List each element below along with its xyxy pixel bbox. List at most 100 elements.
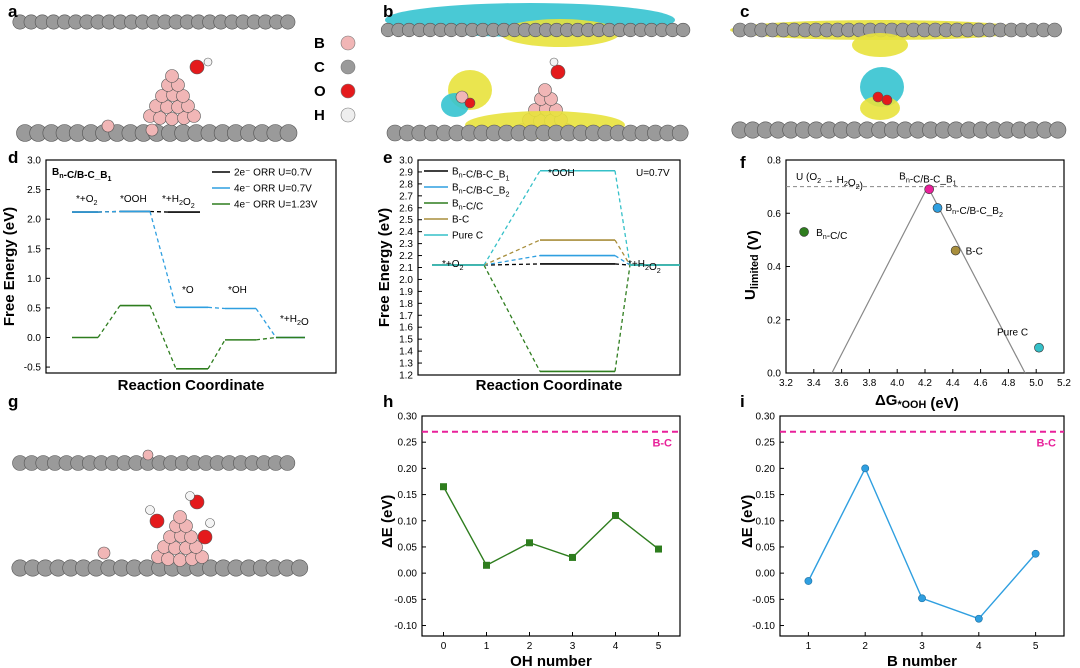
y-axis-title: Ulimited (V) [742, 230, 762, 300]
y-tick-label: 0.8 [767, 156, 781, 167]
data-point [655, 545, 662, 553]
y-tick-label: -0.05 [752, 595, 775, 606]
legend-label-b: B [314, 35, 325, 52]
y-axis-title: ΔE (eV) [739, 495, 756, 548]
y-tick-label: -0.10 [394, 621, 417, 632]
y-tick-label: 0.0 [27, 333, 41, 344]
legend-swatch-c [340, 59, 356, 75]
y-tick-label: 0.25 [398, 438, 418, 449]
state-label: *+H2O [280, 314, 309, 328]
boron-atom [153, 111, 167, 125]
y-tick-label: 2.4 [399, 227, 413, 238]
panel-label-e: e [383, 148, 392, 167]
x-tick-label: 4.0 [890, 378, 904, 389]
y-tick-label: -0.5 [24, 363, 42, 374]
data-point [799, 227, 809, 237]
boron-atom [173, 553, 187, 567]
data-point [804, 577, 813, 585]
graphene-atom [1047, 22, 1062, 38]
legend-label: Bn-C/C [452, 199, 483, 213]
x-tick-label: 3 [570, 641, 576, 652]
state-label: *+H2O2 [162, 194, 195, 210]
y-tick-label: 0.5 [27, 303, 41, 314]
x-axis-title: B number [887, 653, 957, 668]
series-line [442, 486, 659, 567]
x-axis-title: ΔG*OOH (eV) [875, 392, 959, 412]
y-tick-label: 0.10 [756, 516, 776, 527]
boron-atom [97, 546, 111, 560]
y-axis-title: ΔE (eV) [379, 495, 396, 548]
data-point [1034, 342, 1044, 353]
y-tick-label: 0.20 [398, 464, 418, 475]
state-label: *+O2 [76, 194, 98, 207]
x-tick-label: 3.2 [779, 378, 793, 389]
data-point [526, 539, 533, 547]
y-tick-label: 0.0 [767, 369, 781, 380]
hydrogen-atom [185, 491, 195, 501]
plot-frame [779, 415, 1065, 637]
chart-e: 3.02.92.82.72.62.52.42.32.22.12.01.91.81… [376, 156, 681, 394]
legend-label: Bn-C/B-C_B1 [452, 167, 509, 183]
y-tick-label: 2.8 [399, 179, 413, 190]
oxygen-atom [550, 64, 566, 80]
y-tick-label: 0.05 [756, 542, 776, 553]
y-tick-label: 0.25 [756, 438, 776, 449]
x-tick-label: 0 [441, 641, 447, 652]
oxygen-atom [197, 529, 213, 545]
y-tick-label: 0.10 [398, 516, 418, 527]
y-tick-label: 1.3 [399, 359, 413, 370]
y-tick-label: 0.05 [398, 542, 418, 553]
point-label: Bn-C/B-C_B2 [946, 203, 1003, 219]
data-point [932, 203, 943, 213]
legend-label-o: O [314, 83, 326, 100]
x-tick-label: 5.0 [1029, 378, 1043, 389]
y-tick-label: 1.8 [399, 299, 413, 310]
panel-label-f: f [740, 153, 746, 172]
plot-frame [45, 159, 337, 374]
x-tick-label: 3.4 [807, 378, 821, 389]
connector [97, 210, 121, 213]
isosurface-yellow [852, 33, 908, 57]
charts-layer: 3.0 2.5 2.0 1.5 1.0 0.5 0.0 -0.5 Bn-C/B-C_B1 *+O2… [1, 156, 1071, 668]
oxygen-atom [881, 94, 893, 106]
x-tick-label: 1 [484, 641, 490, 652]
connector [614, 265, 631, 372]
y-tick-label: 1.2 [399, 371, 413, 382]
y-tick-label: 2.3 [399, 239, 413, 250]
data-point [924, 184, 934, 195]
y-tick-label: 0.2 [767, 315, 781, 326]
connector [97, 305, 121, 338]
connector [255, 336, 277, 341]
oxygen-atom [464, 97, 476, 109]
y-tick-label: 2.7 [399, 191, 413, 202]
graphene-atom [671, 124, 689, 142]
data-point [861, 464, 870, 473]
connector [483, 264, 541, 372]
state-label: *OH [228, 285, 247, 296]
x-tick-label: 1 [806, 641, 812, 652]
connector [483, 263, 541, 266]
hydrogen-atom [205, 518, 215, 528]
oxygen-atom [149, 513, 165, 529]
legend-swatch-h [340, 107, 356, 123]
y-axis-title: Free Energy (eV) [1, 207, 18, 326]
boron-atom [187, 109, 201, 123]
chart-d: 3.0 2.5 2.0 1.5 1.0 0.5 0.0 -0.5 Bn-C/B-C_B1 *+O2… [1, 156, 337, 394]
panel-label-c: c [740, 2, 749, 21]
connector [207, 339, 226, 370]
data-point [483, 561, 490, 569]
x-tick-label: 5.2 [1057, 378, 1071, 389]
y-tick-label: 3.0 [399, 156, 413, 167]
x-tick-label: 2 [862, 641, 868, 652]
x-tick-label: 4.2 [918, 378, 932, 389]
y-tick-label: 3.0 [27, 156, 41, 167]
data-point [1031, 549, 1040, 558]
connector [255, 308, 277, 338]
y-tick-label: 0.6 [767, 209, 781, 220]
y-tick-label: -0.10 [752, 621, 775, 632]
x-axis-title: OH number [510, 653, 592, 668]
chart-f: 0.8 0.6 0.4 0.2 0.03.2 3.4 3.6 3.8 4.0 4.2 4.4 4.6 4… [742, 156, 1071, 413]
legend-label-h: H [314, 107, 325, 124]
panel-label-d: d [8, 148, 18, 167]
plot-frame [421, 415, 681, 637]
